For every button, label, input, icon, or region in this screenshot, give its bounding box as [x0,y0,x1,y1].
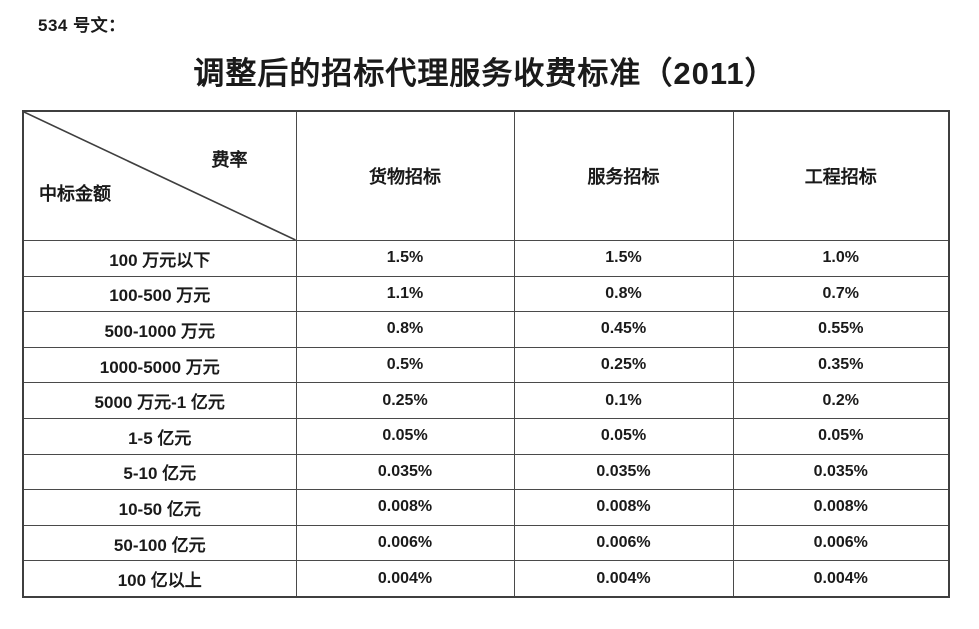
row-label: 5-10 亿元 [22,453,297,491]
rate-cell: 0.2% [732,382,950,419]
rate-cell: 0.7% [732,275,950,313]
table-row: 1-5 亿元 0.05% 0.05% 0.05% [22,417,950,455]
rate-cell: 0.8% [513,275,734,313]
column-header-service-bidding: 服务招标 [513,110,734,241]
table-row: 100 亿以上 0.004% 0.004% 0.004% [22,560,950,598]
table-row: 5000 万元-1 亿元 0.25% 0.1% 0.2% [22,382,950,419]
row-label: 10-50 亿元 [22,489,297,526]
fee-rate-table: 费率 中标金额 货物招标 服务招标 工程招标 100 万元以下 1.5% 1.5… [22,110,950,598]
rate-cell: 0.004% [732,560,950,598]
rate-cell: 0.008% [513,489,734,526]
rate-cell: 0.035% [295,453,515,491]
corner-label-fee-rate: 费率 [211,150,248,170]
rate-cell: 0.004% [513,560,734,598]
table-row: 500-1000 万元 0.8% 0.45% 0.55% [22,311,950,348]
rate-cell: 0.45% [513,311,734,348]
column-header-engineering-bidding: 工程招标 [732,110,950,241]
table-row: 1000-5000 万元 0.5% 0.25% 0.35% [22,346,950,384]
row-label: 5000 万元-1 亿元 [22,382,297,419]
corner-header-cell: 费率 中标金额 [22,110,297,241]
table-row: 100-500 万元 1.1% 0.8% 0.7% [22,275,950,313]
rate-cell: 0.35% [732,346,950,384]
row-label: 500-1000 万元 [22,311,297,348]
rate-cell: 0.035% [513,453,734,491]
rate-cell: 0.55% [732,311,950,348]
rate-cell: 0.8% [295,311,515,348]
rate-cell: 0.05% [732,417,950,455]
row-label: 1000-5000 万元 [22,346,297,384]
row-label: 100-500 万元 [22,275,297,313]
rate-cell: 0.1% [513,382,734,419]
table-header-row: 费率 中标金额 货物招标 服务招标 工程招标 [22,110,950,241]
rate-cell: 0.004% [295,560,515,598]
row-label: 100 亿以上 [22,560,297,598]
corner-label-bid-amount: 中标金额 [39,184,111,204]
rate-cell: 0.006% [513,524,734,562]
diagonal-divider-line [24,112,296,240]
rate-cell: 1.5% [513,240,734,277]
rate-cell: 1.1% [295,275,515,313]
rate-cell: 0.5% [295,346,515,384]
rate-cell: 0.25% [513,346,734,384]
rate-cell: 1.5% [295,240,515,277]
row-label: 50-100 亿元 [22,524,297,562]
rate-cell: 0.05% [513,417,734,455]
row-label: 100 万元以下 [22,240,297,277]
rate-cell: 0.035% [732,453,950,491]
row-label: 1-5 亿元 [22,417,297,455]
rate-cell: 0.006% [295,524,515,562]
table-row: 100 万元以下 1.5% 1.5% 1.0% [22,240,950,277]
rate-cell: 1.0% [732,240,950,277]
rate-cell: 0.006% [732,524,950,562]
page-title: 调整后的招标代理服务收费标准（2011） [193,56,777,91]
rate-cell: 0.008% [295,489,515,526]
doc-number-label: 534 号文： [38,16,126,35]
table-row: 10-50 亿元 0.008% 0.008% 0.008% [22,489,950,526]
column-header-goods-bidding: 货物招标 [295,110,515,241]
table-row: 50-100 亿元 0.006% 0.006% 0.006% [22,524,950,562]
rate-cell: 0.25% [295,382,515,419]
rate-cell: 0.008% [732,489,950,526]
rate-cell: 0.05% [295,417,515,455]
table-row: 5-10 亿元 0.035% 0.035% 0.035% [22,453,950,491]
